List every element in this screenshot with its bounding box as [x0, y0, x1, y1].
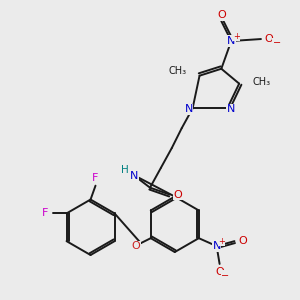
Text: F: F	[92, 173, 99, 183]
Text: O: O	[238, 236, 247, 246]
Text: O: O	[217, 10, 226, 20]
Text: N: N	[184, 104, 193, 114]
Text: −: −	[273, 38, 281, 48]
Text: O: O	[131, 241, 140, 251]
Text: +: +	[233, 32, 240, 40]
Text: CH₃: CH₃	[252, 76, 270, 87]
Text: N: N	[212, 241, 221, 251]
Text: CH₃: CH₃	[169, 66, 187, 76]
Text: O: O	[215, 267, 224, 277]
Text: N: N	[227, 36, 236, 46]
Text: N: N	[227, 104, 236, 114]
Text: −: −	[221, 271, 230, 281]
Text: O: O	[173, 190, 182, 200]
Text: O: O	[265, 34, 273, 44]
Text: N: N	[130, 171, 138, 181]
Text: +: +	[218, 237, 225, 246]
Text: F: F	[41, 208, 48, 218]
Text: H: H	[122, 165, 129, 175]
